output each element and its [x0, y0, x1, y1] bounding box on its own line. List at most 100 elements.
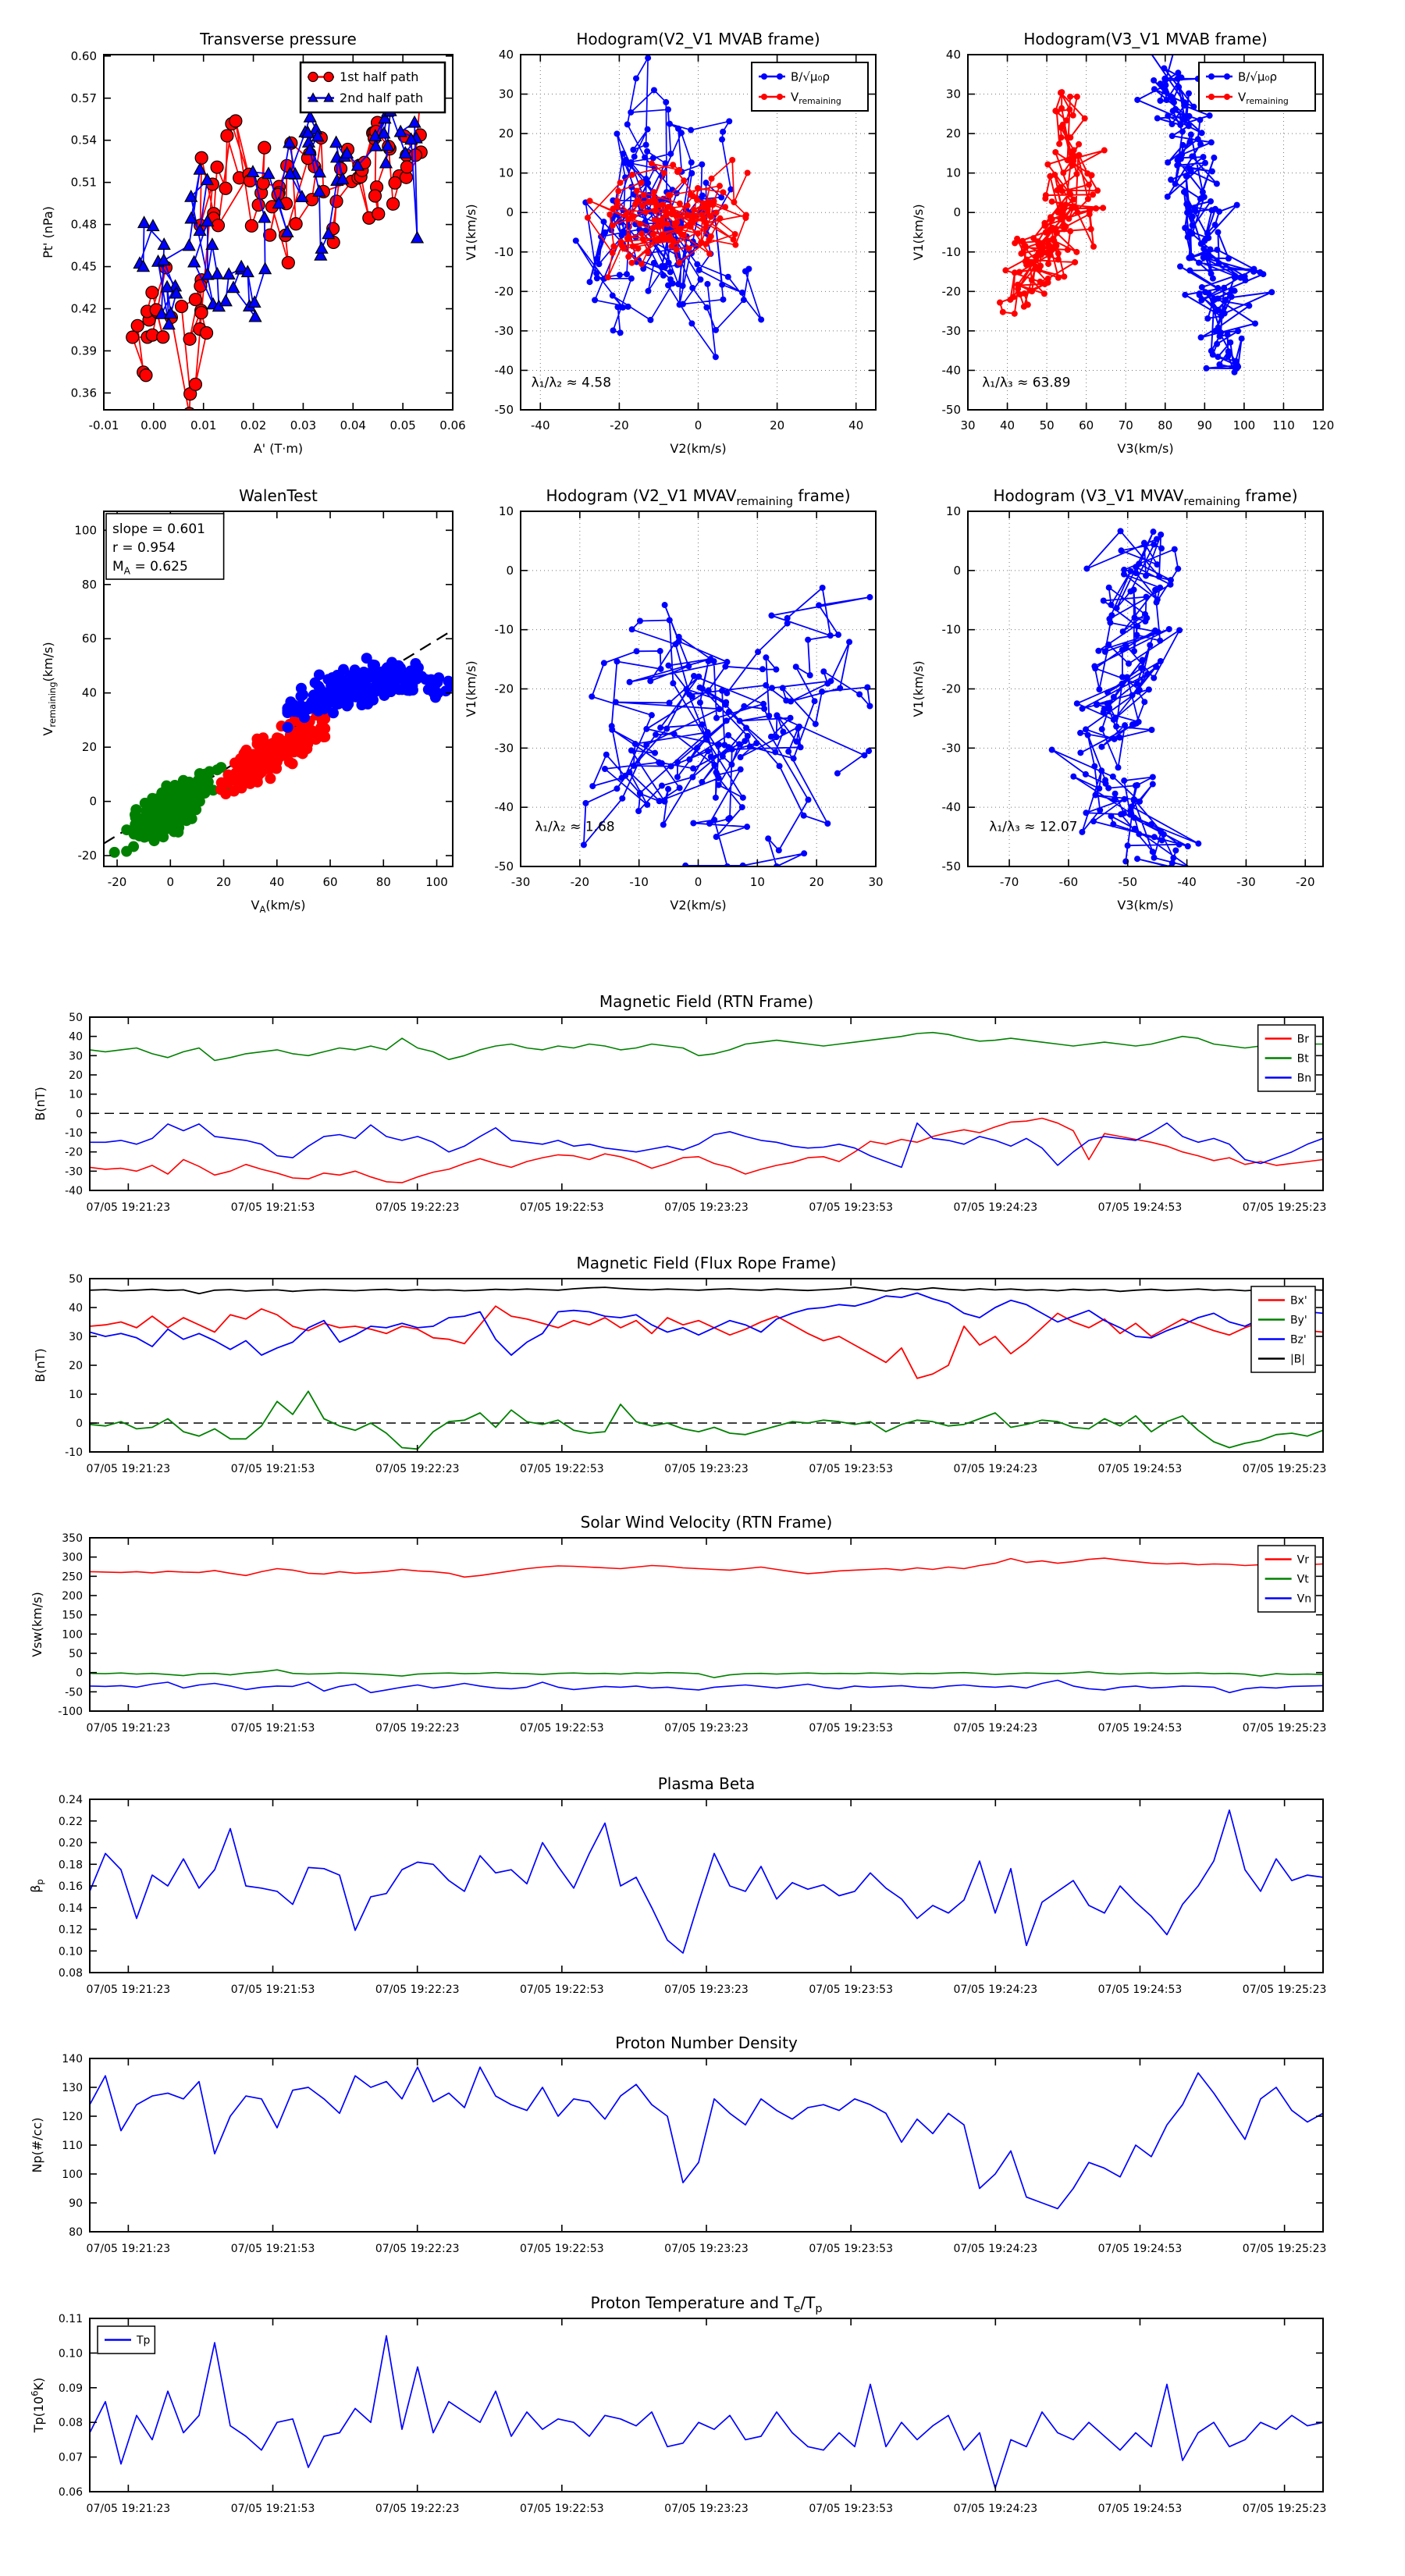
data-point: [1179, 128, 1186, 135]
data-point: [1154, 561, 1161, 568]
axes-frame: [967, 54, 1324, 411]
data-point: [626, 678, 633, 685]
x-tick-label: -60: [1059, 875, 1079, 889]
series-line-beta-p: [90, 1809, 1323, 1954]
data-point: [1133, 570, 1140, 577]
data-point: [1011, 310, 1018, 317]
data-point: [621, 159, 628, 166]
data-point: [725, 731, 732, 738]
x-tick-label: 0: [167, 875, 175, 889]
data-point: [1109, 773, 1116, 780]
data-point: [866, 748, 873, 755]
data-point: [736, 717, 743, 724]
data-point: [1186, 267, 1193, 274]
data-point: [1135, 688, 1142, 695]
data-point: [165, 792, 176, 803]
data-point: [1101, 648, 1108, 655]
data-point: [208, 785, 219, 796]
data-point: [716, 706, 723, 713]
x-tick-label: 07/05 19:24:23: [953, 1463, 1037, 1475]
data-point: [1046, 251, 1053, 258]
data-point: [309, 122, 323, 135]
proton-number-density-series: [90, 2066, 1323, 2210]
x-tick-label: 70: [1119, 418, 1133, 432]
x-tick-label: -20: [1296, 875, 1315, 889]
data-point: [1205, 251, 1212, 258]
data-point: [674, 774, 681, 781]
data-point: [1187, 131, 1194, 138]
data-point: [1207, 246, 1214, 253]
data-point: [1194, 136, 1201, 143]
data-point: [674, 759, 681, 766]
y-tick-label: -10: [65, 1127, 83, 1140]
x-tick-label: 30: [868, 875, 883, 889]
x-tick-label: -20: [610, 418, 629, 432]
hodogram-v3v1-mvab-annotation: λ₁/λ₃ ≈ 63.89: [982, 375, 1070, 390]
x-tick-label: 20: [809, 875, 824, 889]
y-tick-label: 30: [946, 87, 961, 101]
transverse-pressure-title: Transverse pressure: [199, 30, 357, 48]
data-point: [1203, 365, 1210, 372]
y-tick-label: 0.60: [71, 49, 97, 63]
x-tick-label: 07/05 19:25:23: [1243, 1984, 1327, 1996]
data-point: [1093, 205, 1100, 212]
data-point: [1246, 302, 1253, 309]
hodogram-v2v1-mvav-title: Hodogram (V2_V1 MVAVremaining frame): [546, 486, 850, 508]
axes-frame: [89, 2058, 1324, 2233]
data-point: [624, 121, 631, 128]
x-tick-label: 07/05 19:23:53: [809, 2243, 893, 2255]
data-point: [793, 738, 800, 745]
data-point: [824, 820, 831, 827]
data-point: [1065, 215, 1072, 222]
data-point: [130, 812, 141, 824]
x-tick-label: -40: [1177, 875, 1197, 889]
data-point: [765, 835, 772, 842]
data-point: [1171, 48, 1177, 55]
y-tick-label: -30: [495, 741, 514, 755]
data-point: [381, 677, 393, 688]
data-point: [1055, 274, 1062, 281]
data-point: [1059, 211, 1066, 218]
solar-wind-velocity-title: Solar Wind Velocity (RTN Frame): [581, 1513, 833, 1532]
data-point: [1185, 90, 1192, 97]
x-tick-label: 07/05 19:21:53: [231, 1984, 315, 1996]
data-point: [785, 748, 792, 755]
data-point: [1162, 82, 1169, 89]
data-point: [1209, 275, 1216, 282]
panel-solar-wind-velocity: 07/05 19:21:23 07/05 19:21:53 07/05 19:22:…: [30, 1513, 1326, 1735]
data-point: [1059, 187, 1066, 194]
x-tick-label: 100: [1233, 418, 1256, 432]
x-tick-label: 10: [750, 875, 765, 889]
data-point: [615, 187, 622, 194]
data-point: [1092, 665, 1099, 672]
y-tick-label: 0.07: [59, 2452, 83, 2464]
data-point: [1121, 795, 1128, 802]
data-point: [407, 115, 422, 128]
data-point: [199, 788, 211, 799]
data-point: [1119, 646, 1126, 653]
data-point: [638, 230, 646, 237]
data-point: [1086, 181, 1093, 188]
data-point: [1092, 792, 1099, 799]
data-point: [169, 779, 181, 791]
data-point: [1079, 705, 1086, 712]
data-point: [1198, 130, 1205, 137]
data-point: [667, 763, 674, 770]
data-point: [666, 237, 673, 244]
data-point: [281, 255, 295, 270]
data-point: [194, 768, 205, 780]
y-tick-label: 10: [946, 504, 961, 518]
data-point: [1215, 324, 1222, 331]
data-point: [720, 189, 727, 196]
x-tick-label: 07/05 19:22:53: [520, 2243, 604, 2255]
data-point: [609, 726, 616, 733]
data-point: [158, 831, 169, 843]
data-point: [1011, 269, 1018, 276]
data-point: [1198, 875, 1204, 881]
series-line-vr: [90, 1557, 1323, 1578]
data-point: [1184, 209, 1191, 216]
data-point: [1168, 133, 1176, 140]
data-point: [1143, 593, 1150, 600]
panel-proton-temperature: 07/05 19:21:23 07/05 19:21:53 07/05 19:22:…: [30, 2293, 1327, 2515]
